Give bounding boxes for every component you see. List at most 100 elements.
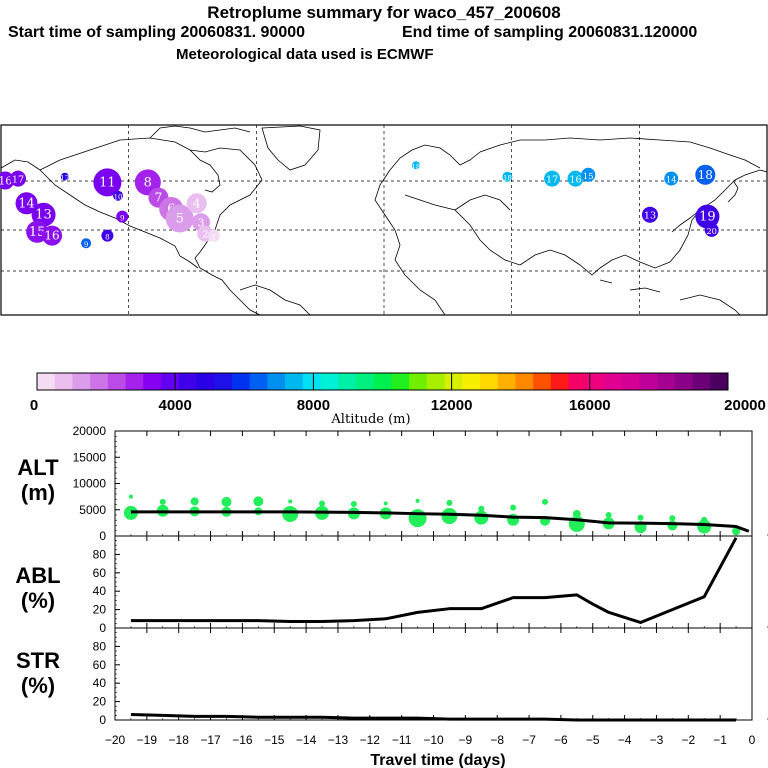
- colorbar-swatch: [479, 373, 499, 390]
- x-axis-label: Travel time (days): [370, 752, 505, 768]
- colorbar-swatch: [603, 373, 623, 390]
- colorbar-tick-label: 4000: [159, 397, 192, 414]
- colorbar-swatch: [338, 373, 357, 390]
- panel-frame: [114, 430, 753, 537]
- x-tick-label: −9: [459, 733, 473, 747]
- plume-marker: [93, 168, 122, 197]
- x-tick-label: −20: [105, 733, 126, 747]
- altitude-point: [446, 499, 453, 506]
- y-tick-label: 0: [99, 529, 106, 543]
- x-tick-label: −13: [328, 733, 349, 747]
- y-tick-label: 20: [93, 603, 107, 617]
- colorbar-swatch: [267, 373, 286, 390]
- colorbar-swatch: [621, 373, 640, 390]
- plume-marker-label: 5: [176, 212, 184, 227]
- x-tick-label: −4: [618, 733, 632, 747]
- colorbar-swatch: [90, 373, 109, 390]
- plume-marker-label: 12: [60, 175, 69, 183]
- altitude-point: [701, 516, 708, 523]
- altitude-point: [441, 508, 458, 525]
- plume-marker-label: 18: [411, 163, 420, 171]
- x-tick-label: 0: [749, 733, 756, 747]
- plume-marker-label: 8: [105, 233, 110, 242]
- x-tick-label: −15: [264, 733, 285, 747]
- colorbar-swatch: [710, 373, 729, 390]
- plume-marker-label: 18: [698, 168, 713, 182]
- altitude-point: [510, 504, 517, 511]
- plume-marker-label: 14: [18, 196, 35, 211]
- colorbar-title: Altitude (m): [330, 412, 410, 427]
- plume-marker-label: 11: [99, 175, 116, 190]
- x-tick-label: −1: [713, 733, 727, 747]
- colorbar-swatch: [533, 373, 552, 390]
- chart-title: Retroplume summary for waco_457_200608: [207, 3, 561, 22]
- plume-marker: [411, 161, 420, 170]
- plume-marker-label: 16: [569, 175, 581, 186]
- altitude-point: [669, 515, 676, 522]
- x-tick-label: −2: [681, 733, 695, 747]
- altitude-point: [572, 509, 581, 518]
- colorbar-swatch: [586, 373, 605, 390]
- altitude-point: [667, 520, 678, 531]
- colorbar-swatch: [249, 373, 268, 390]
- plume-marker: [101, 229, 114, 242]
- altitude-point: [253, 496, 264, 507]
- y-tick-label: 80: [93, 639, 107, 653]
- plume-marker: [60, 172, 69, 181]
- plume-marker: [664, 171, 679, 186]
- y-tick-label: 60: [93, 658, 107, 672]
- time-series-panels: ALT(m)20000150001000050000ABL(%)80604020…: [15, 424, 768, 768]
- colorbar-tick-label: 20000: [724, 397, 766, 414]
- altitude-point: [637, 514, 644, 521]
- panel-label: ALT: [17, 455, 59, 480]
- plume-marker: [81, 238, 92, 249]
- altitude-point: [190, 497, 199, 506]
- y-tick-label: 0: [99, 621, 106, 635]
- x-tick-label: −11: [392, 733, 412, 747]
- colorbar-swatch: [107, 373, 127, 390]
- y-tick-label: 60: [93, 566, 107, 580]
- plume-marker: [186, 193, 207, 214]
- colorbar-swatch: [639, 373, 658, 390]
- colorbar-swatch: [231, 373, 251, 390]
- plume-marker: [42, 225, 63, 246]
- plume-marker: [31, 202, 56, 227]
- colorbar-swatch: [373, 373, 392, 390]
- colorbar-swatch: [355, 373, 375, 390]
- plume-marker: [695, 204, 720, 229]
- plume-marker-label: 18: [503, 175, 512, 183]
- altitude-point: [282, 505, 299, 522]
- colorbar-tick-label: 12000: [431, 397, 473, 414]
- colorbar-swatch: [125, 373, 144, 390]
- altitude-colorbar: 0 4000 8000 12000 16000 20000 Altitude (m): [30, 372, 766, 427]
- met-data-label: Meteorological data used is ECMWF: [176, 46, 434, 63]
- x-tick-label: −5: [586, 733, 600, 747]
- world-map: 1617141315161211109876543218918181716151…: [0, 124, 768, 316]
- plume-marker: [695, 164, 716, 185]
- colorbar-swatch: [143, 373, 162, 390]
- x-tick-label: −14: [296, 733, 317, 747]
- colorbar-swatch: [161, 373, 180, 390]
- map-gridlines: [1, 125, 767, 315]
- plume-marker: [502, 171, 513, 182]
- x-tick-label: −7: [522, 733, 536, 747]
- panel-unit: (%): [21, 588, 55, 613]
- altitude-point: [605, 512, 612, 518]
- x-tick-label: −10: [423, 733, 444, 747]
- colorbar-swatch: [568, 373, 587, 390]
- plume-marker-label: 4: [193, 196, 201, 210]
- x-tick-label: −16: [232, 733, 253, 747]
- y-tick-label: 10000: [73, 477, 107, 491]
- plume-marker-label: 16: [44, 229, 59, 243]
- plume-marker-label: 3: [198, 216, 205, 229]
- y-tick-label: 40: [93, 584, 107, 598]
- colorbar-swatch: [462, 373, 481, 390]
- series-line: [130, 510, 750, 533]
- panel-unit: (%): [21, 673, 55, 698]
- plume-marker: [10, 170, 27, 187]
- plume-marker-label: 15: [29, 225, 46, 240]
- plume-marker-label: 17: [546, 175, 558, 186]
- colorbar-tick-label: 16000: [569, 397, 611, 414]
- altitude-point: [383, 501, 388, 506]
- series-line: [130, 712, 737, 722]
